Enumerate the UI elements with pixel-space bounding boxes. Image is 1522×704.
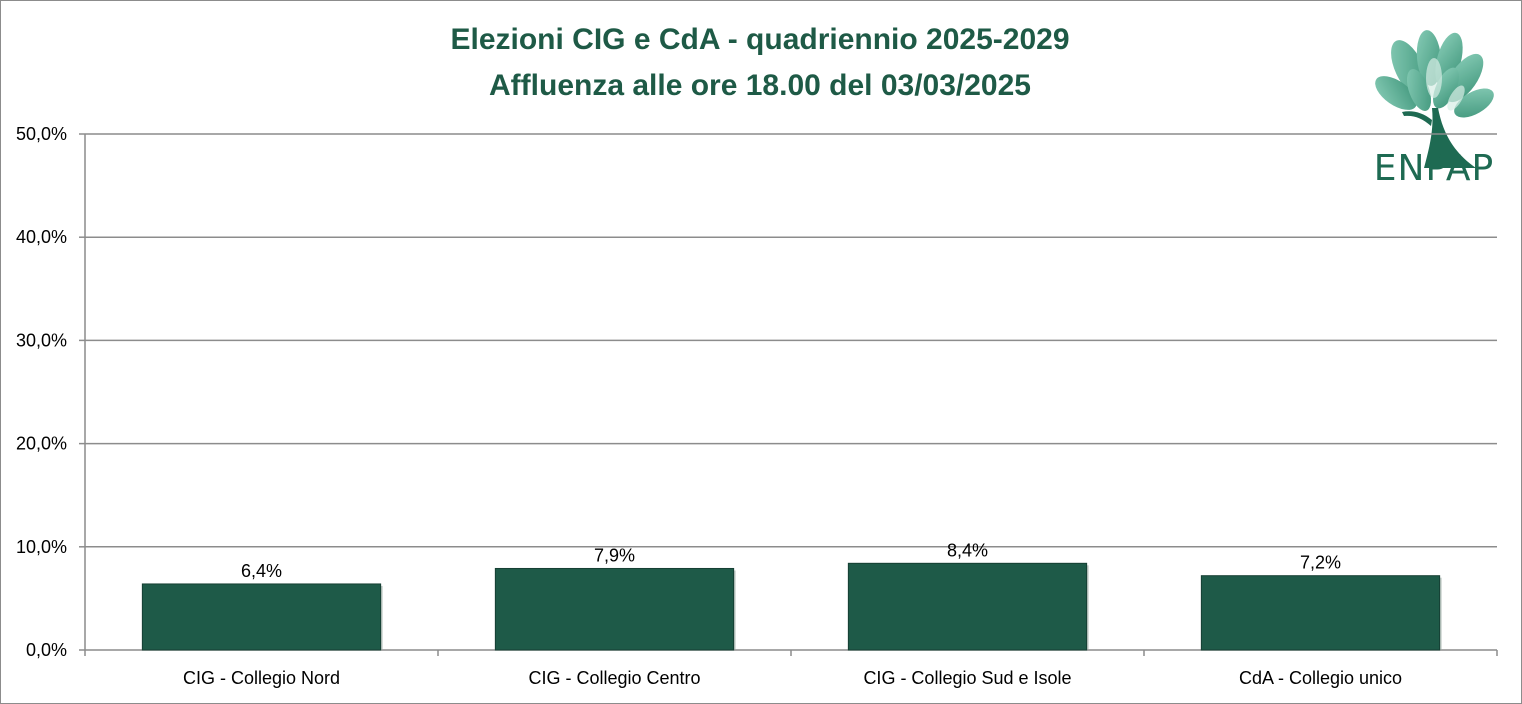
y-tick-label: 50,0% xyxy=(16,124,67,144)
data-label: 6,4% xyxy=(241,561,282,581)
chart-subtitle: Affluenza alle ore 18.00 del 03/03/2025 xyxy=(489,69,1031,102)
logo-text: ENPAP xyxy=(1373,148,1495,189)
x-tick-label: CIG - Collegio Centro xyxy=(528,668,700,688)
data-label: 7,2% xyxy=(1300,553,1341,573)
data-label: 7,9% xyxy=(594,545,635,565)
tree-icon xyxy=(1375,30,1494,168)
bar xyxy=(141,583,382,651)
x-tick-label: CIG - Collegio Sud e Isole xyxy=(863,668,1071,688)
y-tick-label: 0,0% xyxy=(26,640,67,660)
chart-title: Elezioni CIG e CdA - quadriennio 2025-20… xyxy=(450,23,1070,56)
bar xyxy=(847,562,1088,651)
y-tick-label: 20,0% xyxy=(16,434,67,454)
x-tick-label: CdA - Collegio unico xyxy=(1239,668,1402,688)
y-tick-label: 30,0% xyxy=(16,330,67,350)
y-tick-label: 10,0% xyxy=(16,537,67,557)
x-tick-label: CIG - Collegio Nord xyxy=(183,668,340,688)
bar xyxy=(1200,575,1441,651)
y-tick-label: 40,0% xyxy=(16,227,67,247)
data-label: 8,4% xyxy=(947,540,988,560)
bar xyxy=(494,567,735,651)
